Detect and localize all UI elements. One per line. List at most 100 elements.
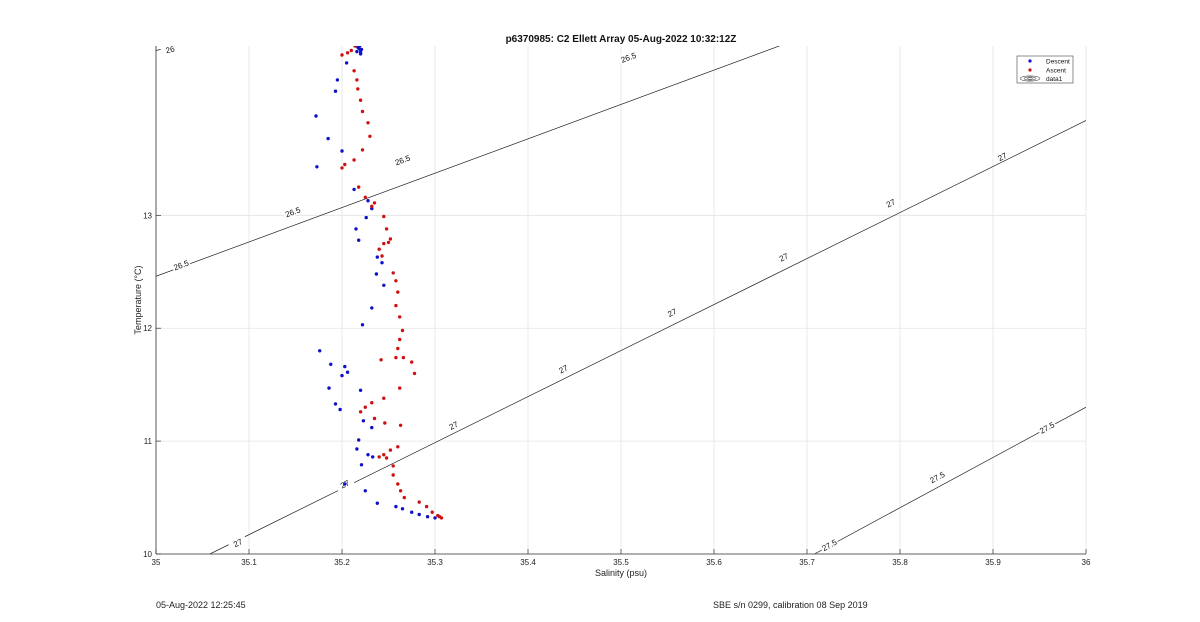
ascent-point [377, 455, 381, 459]
ascent-point [366, 121, 370, 125]
ascent-point [386, 240, 391, 245]
ascent-point [394, 355, 398, 360]
density-contour-label: 26.5 [170, 257, 191, 272]
descent-point [370, 425, 374, 430]
ascent-point [349, 48, 353, 53]
ascent-point [356, 42, 359, 45]
ascent-point [358, 98, 363, 102]
ascent-point [380, 254, 384, 258]
density-contour-label-bg [618, 49, 639, 65]
ascent-point [412, 371, 417, 376]
density-contour-label: 26 [160, 42, 180, 56]
descent-point [410, 510, 414, 514]
ascent-point [360, 109, 365, 114]
descent-point [352, 187, 356, 192]
legend-contour-marker [1019, 75, 1041, 82]
density-contour-label-bg [443, 416, 464, 433]
legend-descent-marker [1028, 59, 1032, 63]
density-contour-label: 26.5 [392, 152, 413, 167]
footer-timestamp: 05-Aug-2022 12:25:45 [156, 600, 246, 610]
density-contour-label: 27 [773, 248, 794, 265]
ascent-point [394, 303, 398, 308]
density-contour-label: 27 [992, 148, 1013, 165]
density-contour-label: 27.5 [1036, 418, 1057, 436]
descent-point [380, 261, 384, 265]
ascent-point [352, 41, 355, 44]
x-tick-label: 36 [1082, 558, 1091, 567]
y-tick-label: 11 [144, 437, 153, 446]
ascent-point [396, 482, 400, 486]
density-contour-label-bg [819, 536, 840, 553]
density-contour-label-bg [553, 360, 574, 377]
ascent-point [340, 166, 344, 170]
descent-point [357, 438, 361, 442]
legend-contour-label: data1 [1046, 76, 1063, 83]
ascent-point [358, 410, 363, 414]
ascent-point [370, 401, 374, 405]
x-tick-label: 35.2 [334, 558, 350, 567]
density-contour-label: 27 [880, 194, 901, 211]
legend-descent-label: Descent [1046, 59, 1070, 66]
x-tick-label: 35.3 [427, 558, 443, 567]
density-contour-label: 27 [227, 534, 248, 551]
ascent-point [343, 162, 347, 167]
x-tick-label: 35.1 [241, 558, 257, 567]
ascent-point [363, 405, 367, 409]
density-contour-labels: 2626.526.526.526.5272727272727272727.527… [160, 42, 1057, 553]
descent-point [358, 52, 363, 56]
descent-point [354, 227, 358, 231]
descent-point [433, 516, 437, 520]
descent-point [400, 507, 405, 511]
density-contour-label-text: 26 [165, 44, 176, 55]
descent-point [375, 501, 379, 505]
ascent-point [402, 495, 406, 500]
descent-point [366, 453, 370, 457]
density-contour-label-text: 27 [997, 151, 1009, 163]
ascent-point [357, 185, 361, 189]
descent-point [338, 407, 342, 412]
ascent-point [401, 355, 406, 360]
x-tick-label: 35.4 [520, 558, 536, 567]
ascent-point [372, 201, 377, 205]
ascent-point [372, 416, 377, 421]
descent-point [364, 215, 368, 220]
density-contour-label-text: 27 [666, 307, 678, 319]
x-tick-label: 35.9 [985, 558, 1001, 567]
descent-point [417, 512, 421, 517]
descent-point [326, 136, 330, 141]
density-contour-label-bg [1036, 418, 1057, 436]
ascent-point [388, 237, 393, 241]
descent-point [359, 463, 364, 467]
ascent-point [360, 148, 365, 152]
density-contour-label-text: 27 [448, 420, 460, 432]
data-points [314, 39, 444, 520]
descent-point [425, 515, 430, 519]
density-contour-label-text: 27 [232, 537, 244, 549]
ascent-point [382, 241, 386, 246]
descent-point [329, 362, 333, 366]
density-contour-label-bg [160, 42, 180, 56]
legend-ascent-label: Ascent [1046, 68, 1066, 75]
descent-point [375, 255, 379, 259]
ascent-point [391, 271, 395, 275]
chart-title: p6370985: C2 Ellett Array 05-Aug-2022 10… [506, 34, 737, 45]
descent-point [333, 402, 338, 406]
density-contour-label-text: 27 [558, 363, 570, 375]
descent-point [345, 370, 350, 374]
ascent-point [370, 204, 374, 208]
density-contour-label-bg [282, 204, 303, 219]
ascent-point [398, 489, 403, 493]
density-contour-label-bg [926, 468, 948, 485]
ascent-point [396, 445, 400, 449]
density-contour-label-text: 27 [885, 197, 897, 209]
descent-point [335, 78, 340, 82]
density-contour-label: 26.5 [282, 204, 303, 219]
ascent-point [384, 456, 389, 460]
descent-point [359, 47, 364, 52]
ascent-point [348, 39, 351, 42]
descent-point [355, 447, 359, 451]
ascent-point [398, 315, 402, 319]
density-contour-label: 27.5 [819, 536, 840, 553]
descent-point [360, 323, 365, 327]
